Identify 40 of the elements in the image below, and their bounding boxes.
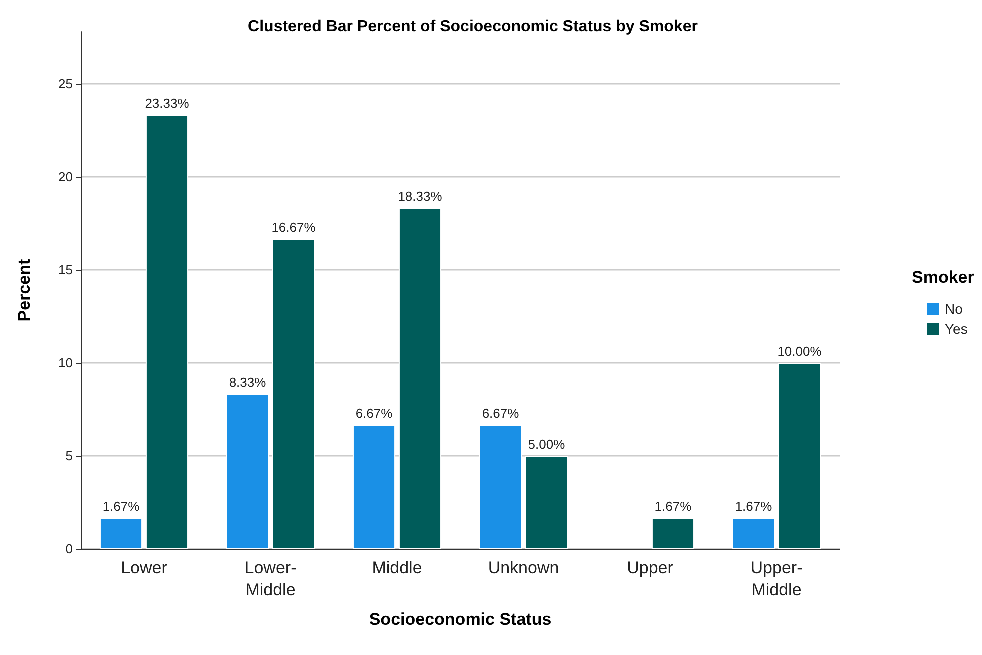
x-tick-label: Lower-Middle: [244, 558, 297, 600]
data-label: 6.67%: [356, 406, 394, 421]
bar: [652, 518, 695, 549]
bar: [146, 115, 189, 549]
x-tick-label: Unknown: [488, 558, 560, 578]
x-axis-title: Socioeconomic Status: [369, 610, 552, 629]
data-label: 16.67%: [272, 220, 316, 235]
chart-title: Clustered Bar Percent of Socioeconomic Status by Smoker: [248, 18, 698, 36]
bar: [778, 363, 822, 549]
bar: [352, 424, 396, 549]
data-label: 5.00%: [528, 437, 566, 452]
bar: [100, 518, 143, 549]
x-tick-label: Lower: [121, 558, 168, 578]
y-tick-label: 25: [58, 76, 73, 92]
x-tick-label: Middle: [372, 558, 422, 578]
data-label: 1.67%: [735, 498, 773, 514]
y-tick-label: 5: [66, 448, 73, 464]
data-label: 18.33%: [398, 189, 443, 204]
data-label: 23.33%: [145, 96, 190, 112]
y-tick-label: 20: [58, 170, 73, 185]
data-label: 10.00%: [778, 344, 822, 360]
data-label: 6.67%: [482, 406, 520, 421]
bar: [525, 456, 568, 549]
legend-title: Smoker: [912, 268, 975, 287]
y-tick-label: 15: [58, 262, 73, 278]
data-label: 8.33%: [229, 375, 267, 390]
bar: [226, 394, 270, 549]
bar: [732, 518, 776, 549]
x-tick-label: Upper: [627, 558, 674, 578]
data-label: 1.67%: [654, 498, 692, 514]
data-label: 1.67%: [102, 498, 140, 514]
y-axis-title: Percent: [15, 258, 34, 322]
legend-label: No: [945, 301, 964, 317]
bar: [398, 208, 442, 549]
x-tick-label: Upper-Middle: [750, 558, 803, 600]
y-tick-label: 10: [58, 356, 73, 371]
y-tick-label: 0: [66, 542, 73, 556]
bar: [479, 424, 522, 549]
bar: [272, 238, 316, 549]
legend-label: Yes: [945, 321, 968, 337]
